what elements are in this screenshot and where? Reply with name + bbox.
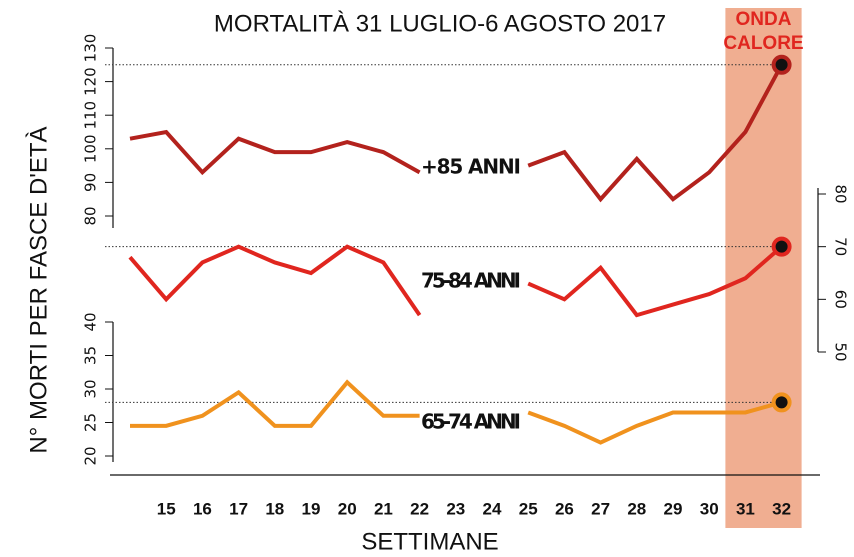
y-tick-label: 80	[82, 206, 100, 225]
series-label: 65-74 ANNI	[421, 410, 521, 434]
x-tick-label: 31	[736, 499, 755, 518]
series-line	[128, 244, 783, 318]
heat-wave-label: ONDA	[736, 9, 792, 30]
y-tick-label: 90	[82, 173, 100, 192]
end-marker	[771, 392, 792, 413]
y-tick-label: 70	[832, 237, 850, 256]
y-tick-label: 50	[832, 342, 850, 361]
end-marker	[771, 54, 792, 75]
x-axis-label: SETTIMANE	[361, 528, 498, 555]
series-label: +85 ANNI	[421, 155, 521, 179]
x-tick-label: 25	[519, 499, 538, 518]
end-marker	[771, 236, 792, 257]
y-tick-label: 35	[82, 346, 100, 365]
x-tick-label: 21	[374, 499, 393, 518]
x-tick-label: 17	[229, 499, 248, 518]
x-tick-label: 26	[555, 499, 574, 518]
heat-wave-band	[725, 8, 802, 528]
x-tick-label: 18	[265, 499, 284, 518]
x-tick-label: 29	[664, 499, 683, 518]
y-tick-label: 30	[82, 379, 100, 398]
x-tick-label: 28	[627, 499, 646, 518]
x-tick-label: 15	[157, 499, 176, 518]
y-tick-label: 120	[82, 67, 100, 96]
x-tick-label: 16	[193, 499, 212, 518]
x-tick-label: 23	[446, 499, 465, 518]
x-tick-label: 32	[772, 499, 791, 518]
y-tick-label: 40	[82, 312, 100, 331]
y-tick-label: 20	[82, 446, 100, 465]
y-tick-label: 80	[832, 184, 850, 203]
series-line	[129, 63, 784, 203]
y-tick-label: 25	[82, 413, 100, 432]
series-line	[130, 379, 783, 445]
y-tick-label: 130	[82, 34, 100, 63]
chart-title: MORTALITÀ 31 LUGLIO-6 AGOSTO 2017	[214, 10, 666, 37]
x-tick-label: 27	[591, 499, 610, 518]
x-tick-label: 22	[410, 499, 429, 518]
y-tick-label: 100	[82, 134, 100, 163]
x-tick-label: 30	[700, 499, 719, 518]
series-label: 75-84 ANNI	[421, 269, 521, 293]
y-tick-label: 110	[82, 101, 100, 130]
heat-wave-label: CALORE	[723, 33, 803, 54]
y-axis-label: N° MORTI PER FASCE D'ETÀ	[25, 126, 52, 453]
x-tick-label: 19	[302, 499, 321, 518]
x-tick-label: 24	[483, 499, 502, 518]
x-tick-label: 20	[338, 499, 357, 518]
y-tick-label: 60	[832, 290, 850, 309]
